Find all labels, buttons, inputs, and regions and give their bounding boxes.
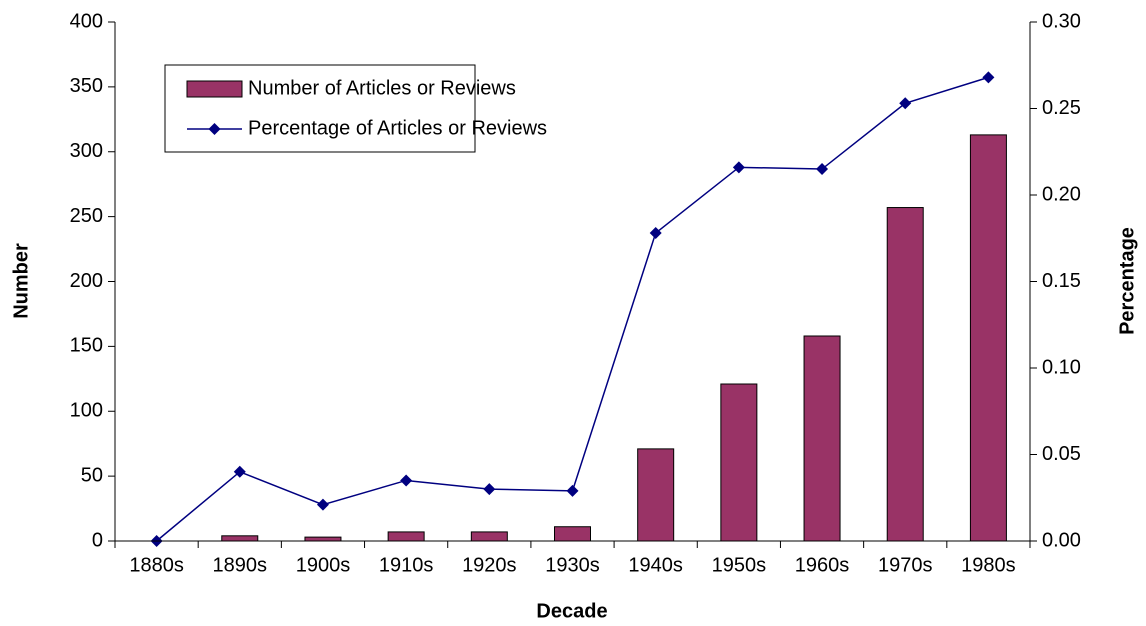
bar bbox=[387, 531, 425, 542]
y2-axis-title: Percentage bbox=[1116, 227, 1138, 335]
marker bbox=[732, 161, 745, 174]
x-tick-label: 1880s bbox=[129, 554, 184, 576]
y2-tick-label: 0.25 bbox=[1042, 97, 1081, 119]
x-axis-title: Decade bbox=[536, 600, 607, 622]
bar bbox=[221, 535, 259, 542]
bar bbox=[969, 134, 1007, 542]
y2-tick-label: 0.15 bbox=[1042, 270, 1081, 292]
x-tick-label: 1980s bbox=[961, 554, 1016, 576]
y2-tick-label: 0.20 bbox=[1042, 183, 1081, 205]
y-axis-title: Number bbox=[10, 243, 32, 319]
marker bbox=[483, 483, 496, 496]
marker bbox=[316, 498, 329, 511]
legend-label: Number of Articles or Reviews bbox=[248, 77, 516, 99]
marker bbox=[982, 71, 995, 84]
y-tick-label: 400 bbox=[70, 10, 103, 32]
x-tick-label: 1900s bbox=[296, 554, 351, 576]
marker bbox=[816, 163, 829, 176]
x-tick-label: 1970s bbox=[878, 554, 933, 576]
y2-tick-label: 0.30 bbox=[1042, 10, 1081, 32]
x-tick-label: 1890s bbox=[213, 554, 268, 576]
y-tick-label: 50 bbox=[81, 464, 103, 486]
x-tick-label: 1940s bbox=[628, 554, 683, 576]
marker bbox=[899, 97, 912, 110]
y-tick-label: 300 bbox=[70, 140, 103, 162]
y-tick-label: 350 bbox=[70, 75, 103, 97]
y2-tick-label: 0.00 bbox=[1042, 529, 1081, 551]
x-tick-label: 1930s bbox=[545, 554, 600, 576]
y-tick-label: 250 bbox=[70, 205, 103, 227]
bar bbox=[304, 536, 342, 542]
marker bbox=[233, 465, 246, 478]
x-tick-label: 1950s bbox=[712, 554, 767, 576]
bar bbox=[886, 207, 924, 542]
y-tick-label: 0 bbox=[92, 529, 103, 551]
marker bbox=[649, 227, 662, 240]
x-tick-label: 1920s bbox=[462, 554, 517, 576]
x-tick-label: 1960s bbox=[795, 554, 850, 576]
y2-tick-label: 0.05 bbox=[1042, 443, 1081, 465]
y-tick-label: 100 bbox=[70, 400, 103, 422]
bar bbox=[720, 383, 758, 542]
y-tick-label: 150 bbox=[70, 335, 103, 357]
bar bbox=[554, 526, 591, 542]
bar bbox=[470, 531, 508, 542]
legend-marker bbox=[208, 123, 221, 135]
legend bbox=[164, 64, 476, 153]
marker bbox=[566, 484, 579, 497]
legend-label: Percentage of Articles or Reviews bbox=[248, 117, 547, 139]
bar bbox=[637, 448, 675, 542]
bar bbox=[803, 335, 841, 542]
y2-tick-label: 0.10 bbox=[1042, 356, 1081, 378]
legend-swatch bbox=[186, 80, 243, 98]
x-tick-label: 1910s bbox=[379, 554, 434, 576]
y-tick-label: 200 bbox=[70, 270, 103, 292]
marker bbox=[400, 474, 413, 487]
